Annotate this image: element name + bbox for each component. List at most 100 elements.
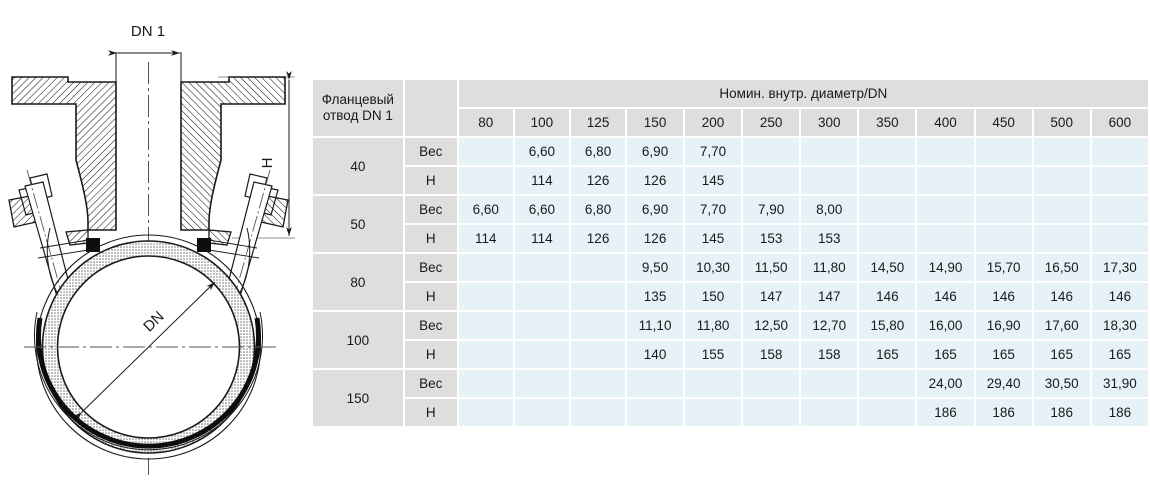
cell-height [1033,167,1090,194]
column-header-dn: 150 [627,109,683,136]
dn1-dimension: DN 1 [108,23,182,82]
cell-height [1091,167,1148,194]
row-type-weight: Вес [404,138,457,165]
cell-height [1033,225,1090,252]
column-header-dn: 100 [514,109,569,136]
cell-height [570,283,626,310]
technical-drawing: DN 1 H [0,0,305,498]
column-header-dn: 250 [743,109,800,136]
cell-height [458,399,513,426]
cell-height [684,399,742,426]
cell-weight: 11,50 [743,254,800,281]
cell-weight: 18,30 [1091,312,1148,339]
column-header-dn: 600 [1091,109,1148,136]
cell-height: 114 [514,225,569,252]
cell-weight: 12,70 [801,312,858,339]
cell-weight: 14,90 [917,254,974,281]
cell-weight [458,312,513,339]
cell-height: 126 [627,167,683,194]
cell-height [743,167,800,194]
cell-weight: 6,90 [627,196,683,223]
cell-weight [514,370,569,397]
cell-height [458,341,513,368]
cell-height [570,341,626,368]
cell-weight [684,370,742,397]
cell-height [801,399,858,426]
cell-weight: 7,70 [684,196,742,223]
cell-height: 165 [1033,341,1090,368]
cell-weight: 11,10 [627,312,683,339]
cell-weight: 29,40 [975,370,1032,397]
cell-weight [859,196,916,223]
cell-weight [514,254,569,281]
cell-height: 147 [801,283,858,310]
corner-header-line2: отвод DN 1 [322,108,393,123]
row-group-label: 150 [313,370,403,426]
cell-height: 146 [917,283,974,310]
cell-weight: 30,50 [1033,370,1090,397]
cell-weight [743,370,800,397]
cell-weight [801,370,858,397]
cell-height [514,399,569,426]
cell-height [570,399,626,426]
table-row: H 135 150 147 147 146 146 146 146 146 [313,283,1148,310]
cell-weight [917,196,974,223]
table-row: H 186 186 186 186 [313,399,1148,426]
cell-weight: 15,70 [975,254,1032,281]
row-group-label: 80 [313,254,403,310]
row-group-label: 100 [313,312,403,368]
table-row: H 114 126 126 145 [313,167,1148,194]
cell-weight: 6,80 [570,196,626,223]
column-header-dn: 500 [1033,109,1090,136]
cell-height: 145 [684,225,742,252]
corner-header: Фланцевый отвод DN 1 [313,80,403,136]
cell-height: 147 [743,283,800,310]
cell-weight [514,312,569,339]
cell-weight: 12,50 [743,312,800,339]
cell-height [975,225,1032,252]
row-type-height: H [404,225,457,252]
cell-weight: 6,80 [570,138,626,165]
cell-weight [859,370,916,397]
cell-weight: 15,80 [859,312,916,339]
cell-weight [570,312,626,339]
flange-body [11,62,286,475]
cell-height [743,399,800,426]
cell-weight: 7,90 [743,196,800,223]
cell-height: 165 [859,341,916,368]
cell-weight [859,138,916,165]
column-header-dn: 450 [975,109,1032,136]
cell-height [458,167,513,194]
cell-height: 165 [1091,341,1148,368]
cell-height [514,341,569,368]
cell-height [859,225,916,252]
cell-weight [458,254,513,281]
cell-height: 158 [801,341,858,368]
row-group-label: 40 [313,138,403,194]
cell-height: 146 [1033,283,1090,310]
cell-height: 126 [627,225,683,252]
cell-weight: 16,90 [975,312,1032,339]
cell-height: 155 [684,341,742,368]
cell-height [514,283,569,310]
cell-weight: 6,60 [514,138,569,165]
cell-height: 135 [627,283,683,310]
cell-height: 146 [1091,283,1148,310]
cell-height: 186 [917,399,974,426]
cell-height [975,167,1032,194]
cell-weight [1033,138,1090,165]
h-label: H [259,158,276,169]
cell-weight: 17,30 [1091,254,1148,281]
cell-weight: 8,00 [801,196,858,223]
row-type-height: H [404,283,457,310]
cell-weight [975,196,1032,223]
cell-weight [458,138,513,165]
row-type-weight: Вес [404,370,457,397]
table-row: 100 Вес 11,10 11,80 12,50 12,70 15,80 16… [313,312,1148,368]
table-row: 80 Вес 9,50 10,30 11,50 11,80 14,50 14,9… [313,254,1148,310]
saddle-tie-lines [37,239,260,259]
cell-height: 146 [975,283,1032,310]
cell-height [627,399,683,426]
table-row: H 140 155 158 158 165 165 165 165 165 [313,341,1148,368]
